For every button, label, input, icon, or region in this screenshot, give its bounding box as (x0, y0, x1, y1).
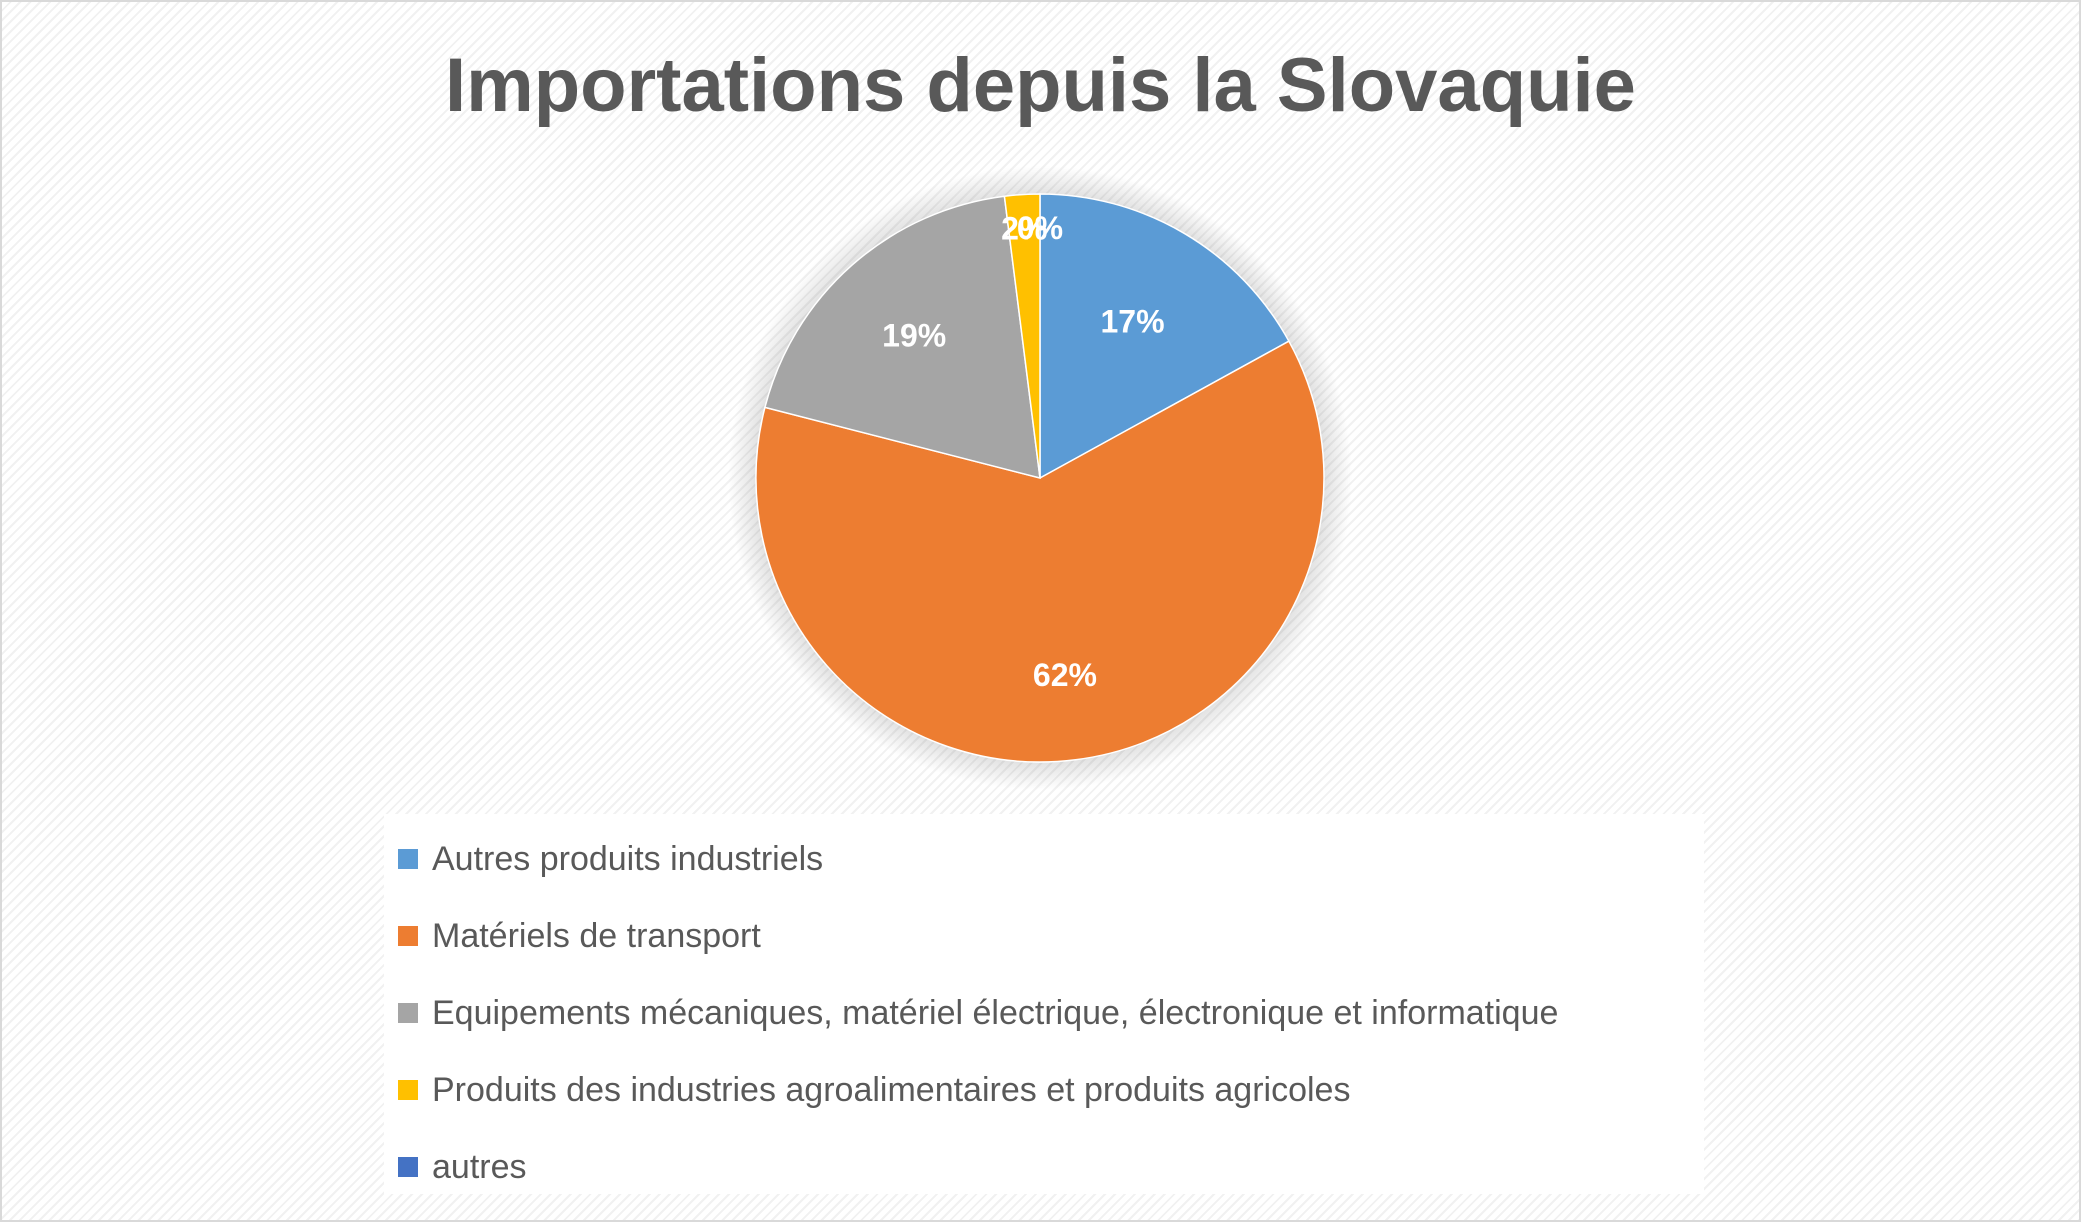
legend-item-3[interactable]: Equipements mécaniques, matériel électri… (398, 988, 1558, 1038)
data-label-3: 19% (882, 317, 946, 353)
pie-slice-4[interactable] (1003, 193, 1041, 479)
pie-slice-3[interactable] (764, 195, 1041, 480)
legend-swatch-3 (398, 1003, 418, 1023)
legend-item-4[interactable]: Produits des industries agroalimentaires… (398, 1065, 1350, 1115)
legend-swatch-4 (398, 1080, 418, 1100)
legend-label-1: Autres produits industriels (432, 839, 824, 878)
legend-swatch-2 (398, 926, 418, 946)
legend-swatch-1 (398, 849, 418, 869)
data-label-2: 62% (1033, 657, 1097, 693)
pie-slice-1[interactable] (1039, 193, 1290, 480)
chart-title: Importations depuis la Slovaquie (445, 43, 1636, 128)
legend: Autres produits industriels Matériels de … (384, 814, 1704, 1194)
legend-item-1[interactable]: Autres produits industriels (398, 834, 823, 884)
pie-data-labels: 17% 62% 19% 2%0% (882, 210, 1164, 693)
legend-label-5: autres (432, 1147, 527, 1186)
data-label-4: 2% (1001, 211, 1047, 247)
legend-item-2[interactable]: Matériels de transport (398, 911, 761, 961)
pie-slices (755, 193, 1325, 763)
legend-swatch-5 (398, 1157, 418, 1177)
legend-item-5[interactable]: autres (398, 1142, 527, 1192)
legend-label-4: Produits des industries agroalimentaires… (432, 1070, 1351, 1109)
data-label-5: 0% (1017, 210, 1063, 246)
legend-label-2: Matériels de transport (432, 916, 761, 955)
legend-label-3: Equipements mécaniques, matériel électri… (432, 993, 1559, 1032)
data-label-1: 17% (1100, 304, 1164, 340)
pie-slice-2[interactable] (755, 340, 1325, 763)
